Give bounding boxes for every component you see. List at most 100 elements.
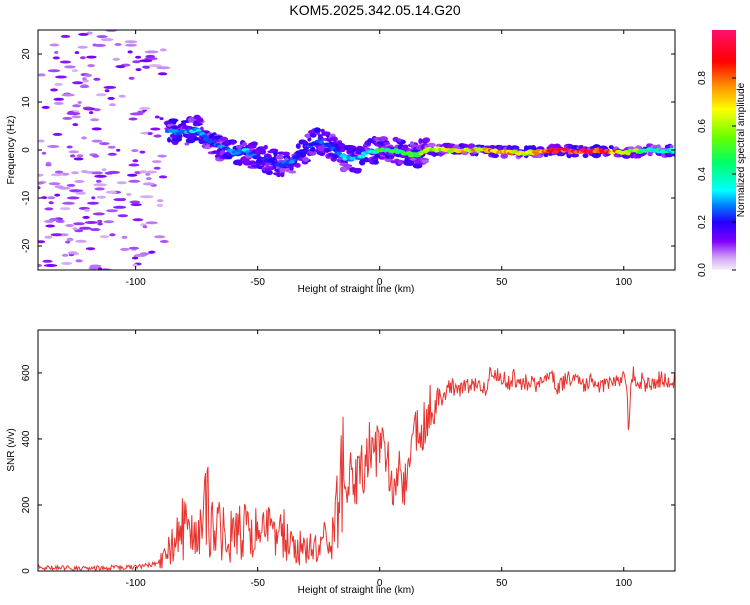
- noise-speckle: [38, 240, 46, 244]
- ridge-halo: [372, 159, 379, 165]
- noise-speckle: [128, 179, 141, 183]
- noise-speckle: [54, 185, 64, 189]
- noise-speckle: [137, 110, 146, 114]
- noise-speckle: [128, 117, 138, 121]
- ridge-core: [359, 154, 366, 159]
- noise-speckle: [61, 93, 75, 97]
- noise-speckle: [153, 166, 161, 170]
- noise-speckle: [92, 154, 100, 158]
- ridge-halo: [427, 142, 436, 148]
- snr-x-axis-label: Height of straight line (km): [298, 585, 415, 596]
- noise-speckle: [44, 207, 54, 211]
- ridge-halo: [230, 140, 236, 145]
- ridge-halo: [669, 144, 674, 149]
- noise-speckle: [44, 219, 55, 223]
- y-tick-label: 10: [21, 96, 32, 108]
- noise-speckle: [157, 154, 167, 158]
- noise-speckle: [112, 57, 121, 61]
- noise-speckle: [109, 233, 116, 237]
- noise-speckle: [71, 69, 78, 73]
- noise-speckle: [120, 198, 126, 201]
- noise-speckle: [148, 250, 155, 254]
- noise-speckle: [74, 51, 80, 55]
- noise-speckle: [128, 246, 140, 250]
- ridge-halo: [582, 153, 589, 159]
- ridge-halo: [313, 127, 321, 133]
- noise-speckle: [139, 252, 150, 256]
- noise-speckle: [159, 117, 164, 121]
- x-tick-label: 0: [377, 277, 383, 288]
- colorbar-gradient: [712, 30, 736, 270]
- ridge-halo: [317, 136, 324, 140]
- noise-speckle: [139, 170, 148, 174]
- noise-speckle: [103, 85, 117, 89]
- noise-speckle: [45, 224, 56, 228]
- noise-speckle: [84, 73, 93, 77]
- ridge-halo: [310, 133, 317, 138]
- ridge-halo: [408, 159, 415, 165]
- noise-speckle: [54, 51, 59, 54]
- noise-speckle: [88, 111, 94, 115]
- x-tick-label: 100: [615, 277, 632, 288]
- noise-speckle: [86, 55, 97, 59]
- noise-speckle: [146, 170, 157, 174]
- ridge-core: [625, 151, 631, 156]
- noise-speckle: [62, 116, 73, 120]
- ridge-halo: [353, 167, 362, 172]
- x-tick-label: -50: [250, 277, 265, 288]
- x-tick-label: 100: [615, 578, 632, 589]
- ridge-halo: [294, 162, 301, 168]
- noise-speckle: [89, 228, 101, 232]
- noise-speckle: [77, 101, 82, 104]
- noise-speckle: [38, 173, 44, 177]
- noise-speckle: [131, 256, 139, 260]
- ridge-core: [289, 159, 296, 164]
- snr-marks: [38, 366, 675, 571]
- noise-speckle: [150, 127, 161, 131]
- noise-speckle: [154, 115, 160, 119]
- noise-speckle: [138, 107, 151, 110]
- noise-speckle: [95, 93, 107, 97]
- noise-speckle: [147, 132, 153, 136]
- spectrogram-x-axis-label: Height of straight line (km): [298, 284, 415, 295]
- ridge-halo: [378, 156, 386, 160]
- noise-speckle: [52, 56, 60, 60]
- noise-speckle: [94, 187, 105, 191]
- noise-speckle: [159, 240, 169, 243]
- noise-speckle: [82, 79, 89, 83]
- noise-speckle: [48, 182, 61, 186]
- noise-speckle: [104, 89, 110, 93]
- noise-speckle: [82, 215, 90, 219]
- ridge-halo: [339, 148, 346, 153]
- ridge-halo: [367, 138, 373, 144]
- noise-speckle: [116, 148, 121, 152]
- noise-speckle: [79, 85, 90, 89]
- x-tick-label: 0: [377, 578, 383, 589]
- noise-speckle: [158, 175, 168, 179]
- noise-speckle: [96, 35, 108, 39]
- ridge-halo: [383, 142, 391, 145]
- noise-speckle: [82, 106, 93, 110]
- y-tick-label: 20: [21, 48, 32, 60]
- noise-speckle: [72, 123, 79, 127]
- ridge-halo: [345, 163, 351, 170]
- noise-speckle: [55, 75, 67, 79]
- ridge-halo: [421, 159, 429, 164]
- noise-speckle: [82, 77, 87, 81]
- ridge-halo: [219, 136, 229, 142]
- noise-speckle: [67, 238, 74, 242]
- snr-series-line: [38, 366, 675, 571]
- x-tick-label: 50: [496, 578, 508, 589]
- noise-speckle: [144, 50, 159, 54]
- noise-speckle: [120, 247, 130, 251]
- ridge-halo: [237, 160, 243, 167]
- spectrogram-y-axis: -20 -10 0 10 20: [21, 48, 675, 253]
- noise-speckle: [157, 199, 164, 203]
- ridge-halo: [397, 159, 404, 165]
- noise-speckle: [89, 264, 102, 268]
- noise-speckle: [61, 253, 69, 257]
- noise-speckle: [45, 163, 52, 167]
- noise-speckle: [142, 225, 148, 229]
